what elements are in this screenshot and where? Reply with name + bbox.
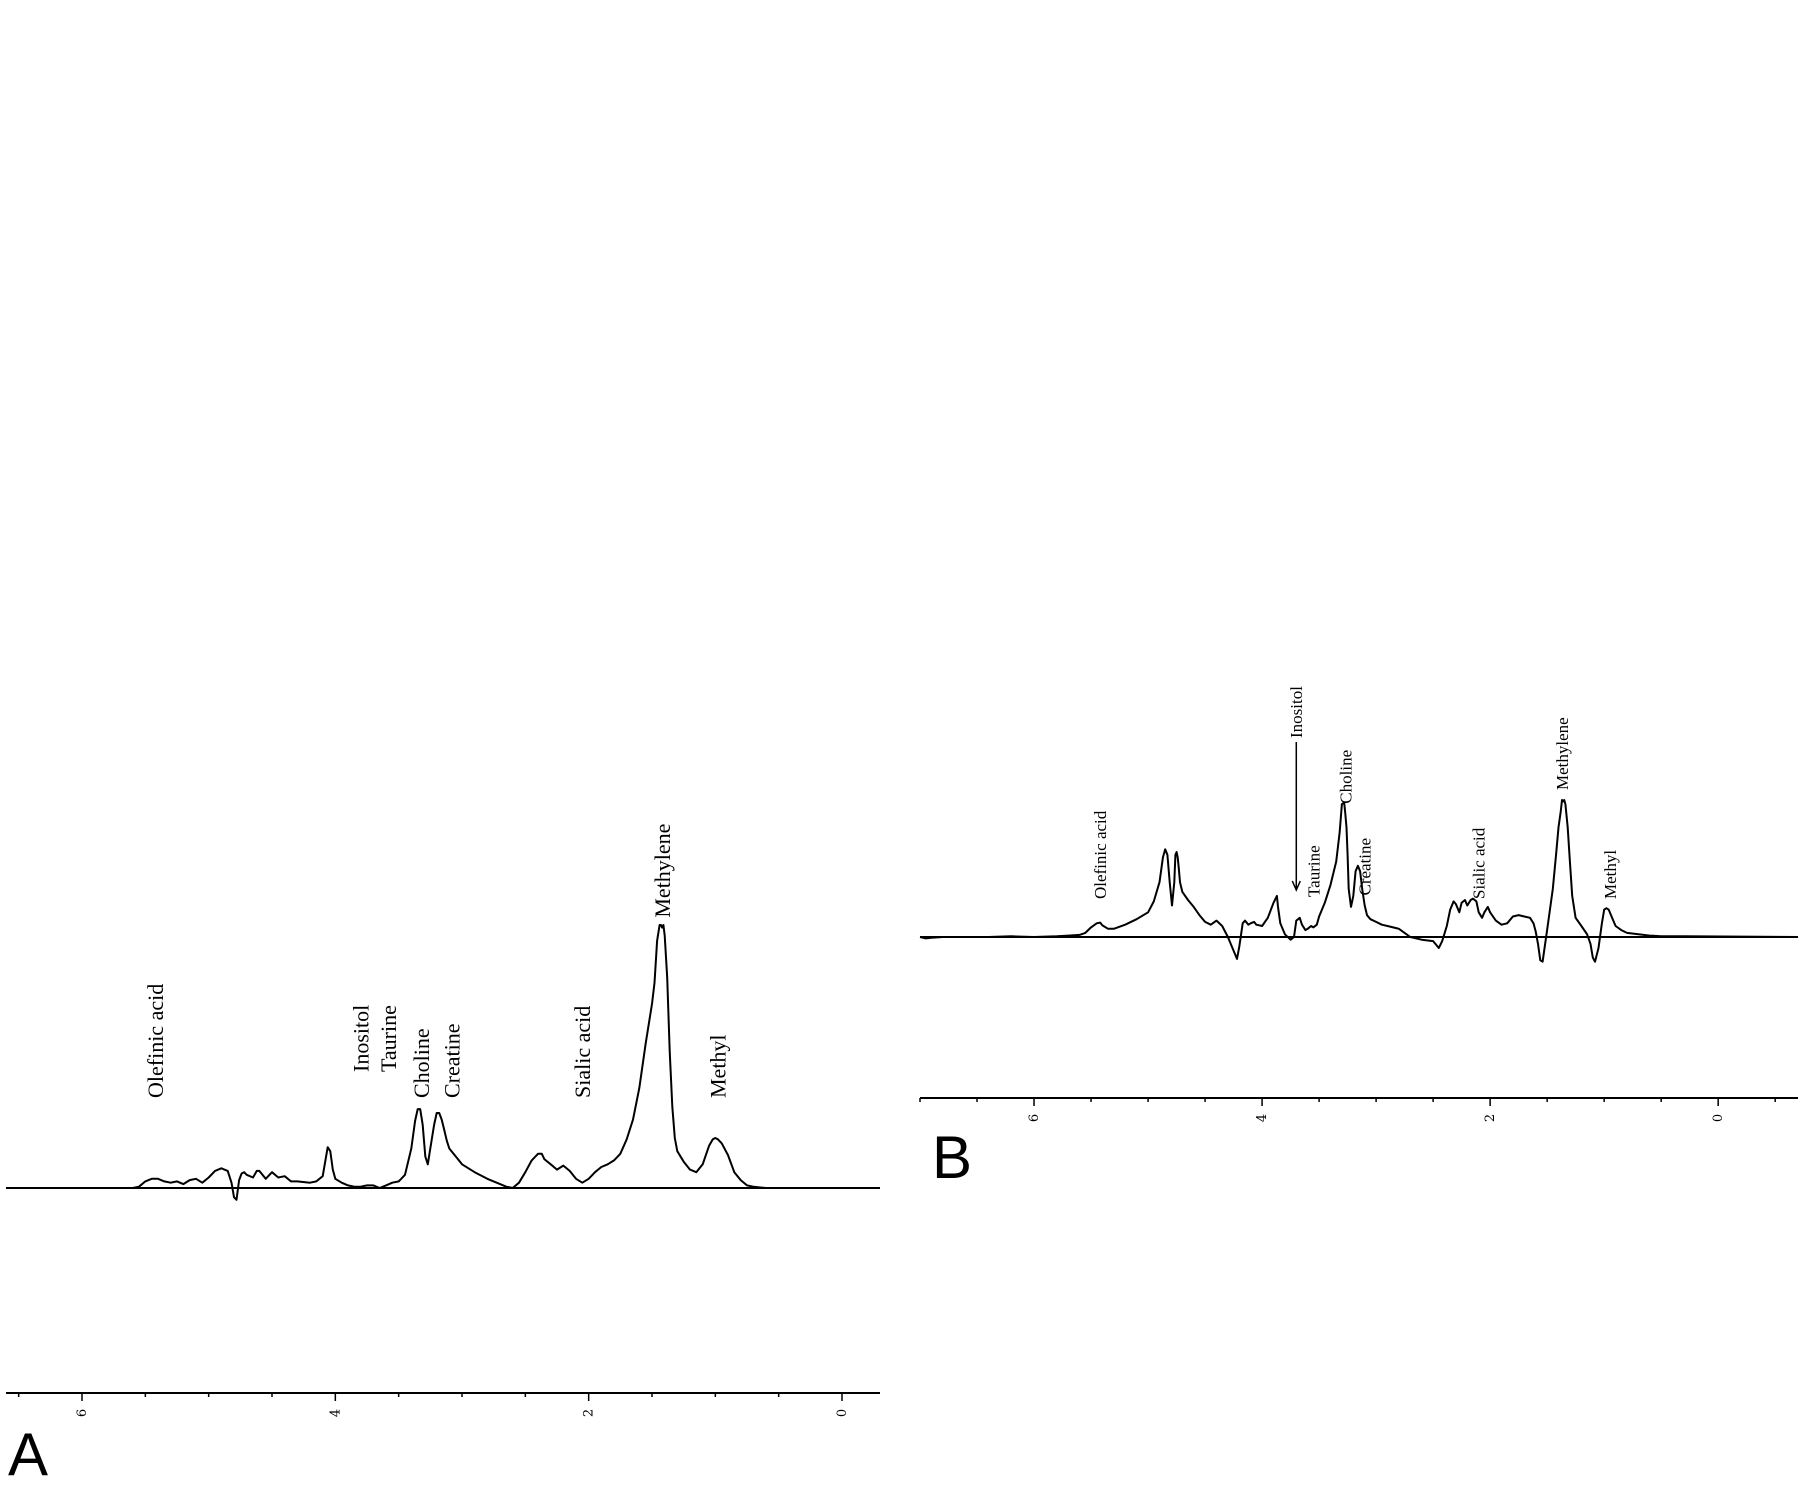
x-tick-label: 6 [75,1409,90,1417]
peak-label: Methylene [650,824,675,918]
peak-label: Methylene [1553,717,1572,790]
x-tick-label: 0 [835,1409,850,1417]
x-tick-label: 4 [328,1409,343,1417]
peak-label: Creatine [440,1023,465,1098]
panel-label: B [932,1124,972,1191]
x-tick-label: 2 [1483,1114,1498,1122]
x-tick-label: 2 [582,1409,597,1417]
peak-label: Choline [409,1028,434,1098]
peak-label: Sialic acid [570,1006,595,1098]
panel-b-spectrum: 6 4 2 0 Olefinic acid Inositol Taurine Choline C… [919,686,1799,1191]
panel-label: A [8,1421,48,1488]
peak-label: Creatine [1356,838,1375,896]
x-tick-label: 4 [1255,1114,1270,1122]
peak-label: Olefinic acid [1091,810,1110,899]
peak-label: Inositol [1287,686,1306,738]
peak-label: Methyl [706,1034,731,1098]
spectrum-trace [919,799,1799,963]
arrow-head-icon [1291,880,1301,892]
peak-label: Methyl [1601,850,1620,899]
peak-label: Taurine [376,1005,401,1072]
peak-label: Choline [1336,750,1355,804]
x-tick-label: 6 [1027,1114,1042,1122]
peak-label: Sialic acid [1470,827,1489,899]
x-tick-label: 0 [1711,1114,1726,1122]
peak-label: Inositol [348,1005,373,1072]
peak-label: Olefinic acid [143,984,168,1098]
panel-a-spectrum: 6 4 2 0 Olefinic acid Inositol Taurine Choline C… [6,824,880,1488]
peak-label: Taurine [1304,845,1323,897]
spectrum-trace [6,924,880,1201]
